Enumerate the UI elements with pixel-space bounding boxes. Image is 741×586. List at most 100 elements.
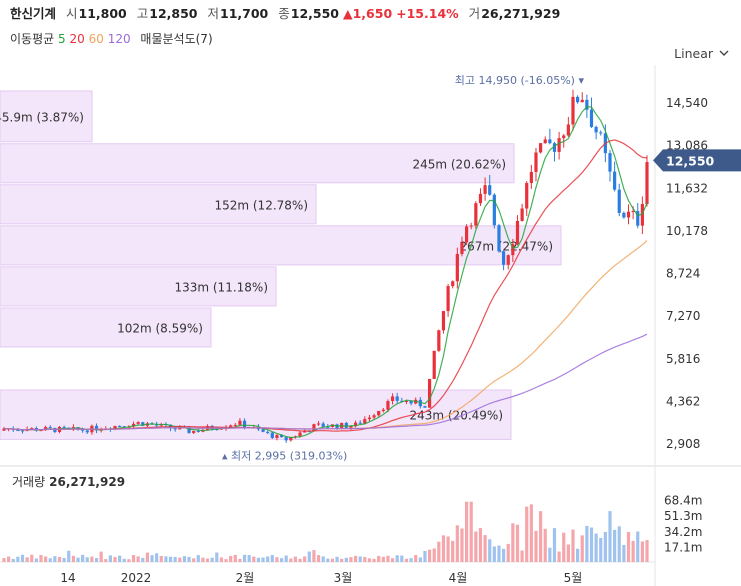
volume-profile-label[interactable]: 매물분석도(7) <box>140 32 213 46</box>
volume-bar <box>492 546 496 562</box>
stock-name: 한신기계 <box>10 6 57 21</box>
candle-body <box>469 225 473 227</box>
ma20-label[interactable]: 20 <box>69 32 85 46</box>
candle <box>571 89 575 131</box>
candle <box>427 378 432 408</box>
candle <box>640 196 644 235</box>
volume-bar <box>53 556 57 562</box>
candle-body <box>363 419 367 424</box>
volume-bar <box>557 551 561 562</box>
candle-body <box>576 96 580 103</box>
volume-bar <box>386 555 390 562</box>
candle <box>511 238 515 263</box>
candle-body <box>136 422 140 424</box>
candle <box>20 430 25 434</box>
quote-header: 한신기계 시11,800 고12,850 저11,700 종12,550 ▲1,… <box>0 0 741 52</box>
candle-body <box>441 311 446 331</box>
volume-bar <box>474 531 478 562</box>
ma120-label[interactable]: 120 <box>107 32 131 46</box>
volume-bar <box>205 558 210 562</box>
candle <box>539 143 543 154</box>
candle-body <box>316 423 321 425</box>
candle-body <box>427 378 432 408</box>
volume-bar <box>192 558 196 562</box>
volume-bar <box>2 558 6 562</box>
price-tick-label: 10,178 <box>666 224 708 238</box>
candle <box>599 130 603 136</box>
volume-bar <box>219 557 224 562</box>
candle <box>270 432 274 440</box>
volume-bar <box>400 555 404 562</box>
candle-body <box>483 185 487 194</box>
volume-bar <box>608 511 612 562</box>
candle <box>266 430 270 435</box>
high-value: 12,850 <box>149 6 198 21</box>
volume-bar <box>238 558 242 562</box>
candle <box>548 128 552 145</box>
volume-bar <box>173 556 177 562</box>
volume-bar <box>16 556 20 562</box>
volume-bar <box>562 532 566 562</box>
volume-bar <box>233 554 237 562</box>
volume-bar <box>506 543 510 562</box>
open-label: 시 <box>66 6 78 21</box>
scale-label: Linear <box>674 46 713 61</box>
volume-bar <box>372 558 376 562</box>
candle <box>497 223 501 253</box>
volume-panel-value: 26,271,929 <box>49 475 126 489</box>
volume-bar <box>326 558 330 562</box>
volume-bar <box>340 558 344 562</box>
volume-bar <box>256 557 261 562</box>
candle-body <box>113 425 117 430</box>
ma5-label[interactable]: 5 <box>58 32 66 46</box>
volume-bar <box>437 541 441 562</box>
volume-bar <box>178 557 182 562</box>
volume-bar <box>381 556 385 562</box>
volume-profile-label: 267m (22.47%) <box>459 239 553 253</box>
candle-body <box>492 194 496 226</box>
time-tick-label: 3월 <box>334 571 353 585</box>
candle-body <box>580 99 584 103</box>
volume-bar <box>182 556 187 562</box>
volume-bar <box>30 554 34 562</box>
price-tick-label: 8,724 <box>666 267 700 281</box>
volume-bar <box>293 556 298 562</box>
volume-bar <box>580 535 584 562</box>
candle-body <box>543 139 547 144</box>
volume-bar <box>57 556 62 562</box>
candle-body <box>409 400 413 404</box>
candle-body <box>30 428 34 430</box>
candle <box>381 407 385 413</box>
volume-bar <box>418 557 422 562</box>
scale-dropdown[interactable]: Linear <box>674 46 729 61</box>
moving-average-label[interactable]: 이동평균 <box>10 32 55 46</box>
candle-body <box>326 426 330 428</box>
change-percent: +15.14% <box>396 6 459 21</box>
candle-body <box>390 396 395 402</box>
candle-body <box>608 153 612 172</box>
candle <box>363 416 367 424</box>
candle <box>645 155 649 207</box>
candle <box>460 236 464 257</box>
close-label: 종 <box>278 6 290 21</box>
volume-bar <box>155 553 159 562</box>
candle-body <box>85 430 89 433</box>
candle-body <box>594 126 598 133</box>
volume-bar <box>71 555 75 562</box>
candle-body <box>349 426 353 428</box>
candle-body <box>501 251 506 265</box>
candle <box>446 283 450 317</box>
volume-bar <box>312 550 316 562</box>
candle <box>85 429 89 434</box>
volume-bar <box>122 558 126 562</box>
ma60-label[interactable]: 60 <box>88 32 104 46</box>
candle-body <box>464 226 469 243</box>
volume-bar <box>136 556 140 562</box>
candle <box>275 433 279 441</box>
candle-body <box>266 431 270 433</box>
candle <box>608 150 612 182</box>
candle <box>136 421 140 426</box>
candle <box>626 204 631 225</box>
candle-body <box>552 143 557 152</box>
